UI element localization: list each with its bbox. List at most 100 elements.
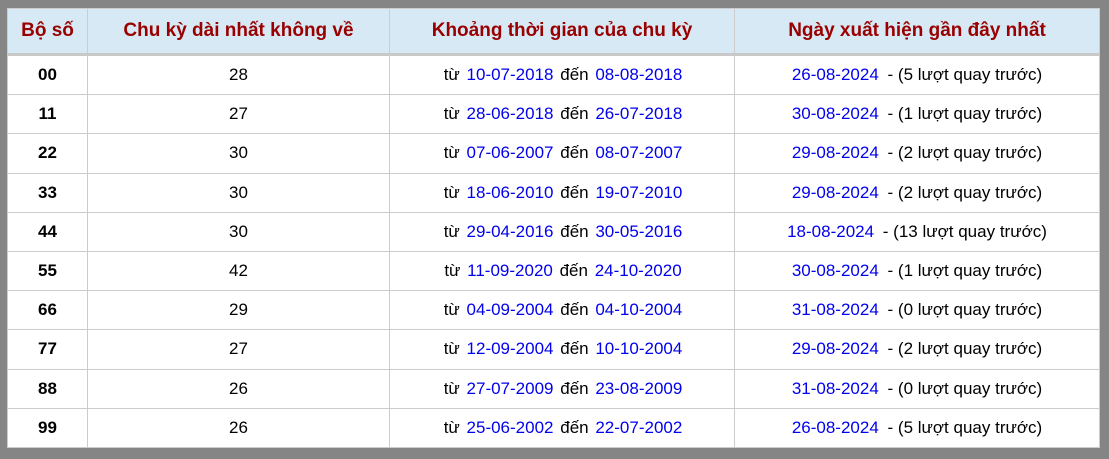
recent-date-link[interactable]: 26-08-2024 — [791, 417, 879, 437]
from-label: từ — [443, 65, 460, 85]
to-date-link[interactable]: 19-07-2010 — [595, 182, 683, 202]
recent-date-link[interactable]: 31-08-2024 — [791, 300, 879, 320]
to-label: đến — [560, 417, 589, 437]
from-date-link[interactable]: 11-09-2020 — [467, 261, 553, 281]
recent-note: - (2 lượt quay trước) — [887, 339, 1043, 359]
from-date-link[interactable]: 29-04-2016 — [466, 221, 554, 241]
to-date-link[interactable]: 30-05-2016 — [595, 221, 683, 241]
recent-date-link[interactable]: 26-08-2024 — [791, 65, 879, 85]
cycle-period-cell: từ 07-06-2007 đến 08-07-2007 — [389, 133, 735, 174]
from-date-link[interactable]: 10-07-2018 — [466, 65, 554, 85]
cycle-period-cell: từ 25-06-2002 đến 22-07-2002 — [389, 407, 735, 449]
cycle-period-cell: từ 27-07-2009 đến 23-08-2009 — [389, 368, 735, 409]
recent-appearance-cell: 29-08-2024 - (2 lượt quay trước) — [734, 329, 1100, 370]
cycle-length-cell: 42 — [87, 250, 390, 292]
col-header-recent-appearance: Ngày xuất hiện gần đây nhất — [734, 8, 1100, 56]
to-label: đến — [560, 339, 589, 359]
cycle-period-cell: từ 28-06-2018 đến 26-07-2018 — [389, 94, 735, 135]
from-label: từ — [444, 261, 461, 281]
recent-appearance-cell: 30-08-2024 - (1 lượt quay trước) — [734, 94, 1100, 135]
table-row: 55 42 từ 11-09-2020 đến 24-10-2020 30-08… — [7, 250, 1100, 292]
cycle-length-cell: 27 — [87, 94, 390, 135]
from-label: từ — [443, 300, 460, 320]
recent-date-link[interactable]: 29-08-2024 — [791, 339, 879, 359]
to-date-link[interactable]: 04-10-2004 — [595, 300, 683, 320]
from-date-link[interactable]: 27-07-2009 — [466, 378, 554, 398]
col-header-longest-cycle: Chu kỳ dài nhất không về — [87, 8, 390, 56]
from-label: từ — [443, 339, 460, 359]
cycle-length-cell: 26 — [87, 368, 390, 409]
to-date-link[interactable]: 26-07-2018 — [595, 104, 683, 124]
from-label: từ — [443, 417, 460, 437]
cycle-length-cell: 29 — [87, 290, 390, 331]
cycle-length-cell: 28 — [87, 53, 390, 96]
recent-note: - (2 lượt quay trước) — [887, 182, 1043, 202]
table-row: 00 28 từ 10-07-2018 đến 08-08-2018 26-08… — [7, 53, 1100, 96]
to-date-link[interactable]: 10-10-2004 — [595, 339, 683, 359]
to-label: đến — [560, 221, 589, 241]
recent-note: - (5 lượt quay trước) — [887, 417, 1043, 437]
pair-cell: 33 — [7, 172, 88, 213]
cycle-period-cell: từ 12-09-2004 đến 10-10-2004 — [389, 329, 735, 370]
from-date-link[interactable]: 12-09-2004 — [466, 339, 554, 359]
recent-note: - (2 lượt quay trước) — [887, 143, 1043, 163]
recent-appearance-cell: 26-08-2024 - (5 lượt quay trước) — [734, 53, 1100, 96]
from-label: từ — [443, 378, 460, 398]
to-date-link[interactable]: 24-10-2020 — [594, 261, 682, 281]
from-date-link[interactable]: 04-09-2004 — [466, 300, 554, 320]
col-header-cycle-period: Khoảng thời gian của chu kỳ — [389, 8, 735, 56]
from-date-link[interactable]: 25-06-2002 — [466, 417, 554, 437]
cycle-length-cell: 27 — [87, 329, 390, 370]
recent-date-link[interactable]: 18-08-2024 — [787, 221, 875, 241]
to-date-link[interactable]: 08-07-2007 — [595, 143, 683, 163]
table-row: 22 30 từ 07-06-2007 đến 08-07-2007 29-08… — [7, 133, 1100, 174]
pair-cell: 66 — [7, 290, 88, 331]
from-date-link[interactable]: 18-06-2010 — [466, 182, 554, 202]
to-date-link[interactable]: 23-08-2009 — [595, 378, 683, 398]
from-label: từ — [443, 143, 460, 163]
to-label: đến — [560, 143, 589, 163]
pair-cell: 44 — [7, 211, 88, 252]
pair-cell: 11 — [7, 94, 88, 135]
header-row: Bộ số Chu kỳ dài nhất không về Khoảng th… — [7, 8, 1100, 56]
pair-cell: 77 — [7, 329, 88, 370]
col-header-pair: Bộ số — [7, 8, 88, 56]
cycle-period-cell: từ 11-09-2020 đến 24-10-2020 — [389, 250, 735, 292]
recent-date-link[interactable]: 30-08-2024 — [791, 261, 879, 281]
table-row: 88 26 từ 27-07-2009 đến 23-08-2009 31-08… — [7, 368, 1100, 409]
recent-date-link[interactable]: 30-08-2024 — [791, 104, 879, 124]
from-date-link[interactable]: 07-06-2007 — [466, 143, 554, 163]
to-label: đến — [559, 261, 588, 281]
recent-note: - (0 lượt quay trước) — [887, 300, 1043, 320]
recent-note: - (0 lượt quay trước) — [887, 378, 1043, 398]
from-label: từ — [443, 104, 460, 124]
recent-appearance-cell: 31-08-2024 - (0 lượt quay trước) — [734, 290, 1100, 331]
from-label: từ — [443, 221, 460, 241]
cycle-length-cell: 30 — [87, 133, 390, 174]
to-date-link[interactable]: 08-08-2018 — [595, 65, 683, 85]
cycle-period-cell: từ 10-07-2018 đến 08-08-2018 — [389, 53, 735, 96]
pair-cell: 88 — [7, 368, 88, 409]
to-date-link[interactable]: 22-07-2002 — [595, 417, 683, 437]
recent-appearance-cell: 31-08-2024 - (0 lượt quay trước) — [734, 368, 1100, 409]
recent-note: - (1 lượt quay trước) — [887, 104, 1043, 124]
cycle-period-cell: từ 18-06-2010 đến 19-07-2010 — [389, 172, 735, 213]
to-label: đến — [560, 378, 589, 398]
recent-date-link[interactable]: 31-08-2024 — [791, 378, 879, 398]
recent-appearance-cell: 29-08-2024 - (2 lượt quay trước) — [734, 133, 1100, 174]
table-row: 77 27 từ 12-09-2004 đến 10-10-2004 29-08… — [7, 329, 1100, 370]
recent-date-link[interactable]: 29-08-2024 — [791, 143, 879, 163]
pair-cell: 99 — [7, 407, 88, 449]
cycle-length-cell: 26 — [87, 407, 390, 449]
pair-cell: 00 — [7, 53, 88, 96]
pair-cell: 22 — [7, 133, 88, 174]
cycle-period-cell: từ 29-04-2016 đến 30-05-2016 — [389, 211, 735, 252]
pairs-cycle-table: Bộ số Chu kỳ dài nhất không về Khoảng th… — [7, 8, 1100, 449]
to-label: đến — [560, 300, 589, 320]
recent-date-link[interactable]: 29-08-2024 — [791, 182, 879, 202]
from-date-link[interactable]: 28-06-2018 — [466, 104, 554, 124]
to-label: đến — [560, 182, 589, 202]
pair-cell: 55 — [7, 250, 88, 292]
recent-note: - (5 lượt quay trước) — [887, 65, 1043, 85]
